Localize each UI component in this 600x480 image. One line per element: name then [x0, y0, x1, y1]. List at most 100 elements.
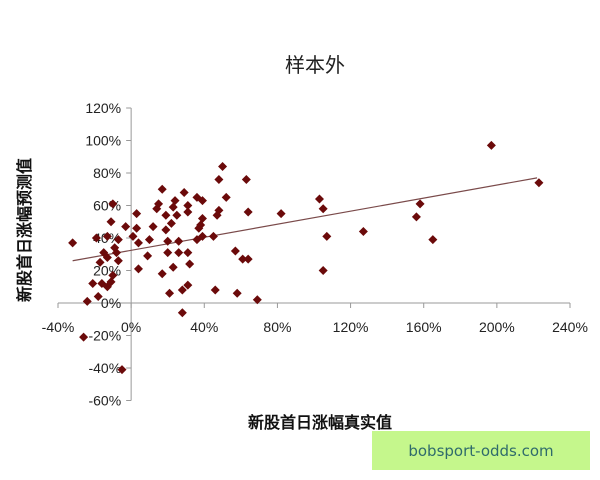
x-tick-label: 0% [121, 319, 141, 335]
data-point [168, 202, 178, 212]
data-point [133, 264, 143, 274]
data-point [177, 308, 187, 318]
data-point [133, 238, 143, 248]
data-point [415, 199, 425, 209]
data-point [79, 332, 89, 342]
data-point [132, 223, 142, 233]
data-point [252, 295, 262, 305]
x-axis-title: 新股首日涨幅真实值 [248, 413, 392, 432]
data-point [276, 209, 286, 219]
data-point [157, 184, 167, 194]
data-point [185, 259, 195, 269]
data-point [183, 280, 193, 290]
y-tick-label: 100% [85, 133, 121, 149]
data-point [163, 236, 173, 246]
data-point [132, 209, 142, 219]
data-point [148, 222, 158, 232]
watermark: bobsport-odds.com [372, 431, 590, 470]
data-point [157, 269, 167, 279]
data-point [486, 140, 496, 150]
data-point [218, 162, 228, 171]
data-point [154, 199, 164, 209]
y-tick-label: 20% [93, 263, 121, 279]
data-point [411, 212, 421, 222]
data-point [168, 262, 178, 272]
x-tick-label: 240% [552, 319, 588, 335]
y-tick-label: 80% [93, 165, 121, 181]
data-point [108, 199, 118, 209]
data-point [183, 207, 193, 217]
data-point [358, 227, 368, 236]
x-tick-label: 40% [190, 319, 218, 335]
trendline [72, 177, 538, 262]
y-tick-label: 120% [85, 100, 121, 116]
data-point [165, 288, 175, 298]
data-point [172, 210, 182, 220]
data-point [166, 218, 176, 228]
x-tick-label: 80% [263, 319, 291, 335]
data-point [112, 248, 122, 258]
y-tick-label: -40% [88, 360, 121, 376]
y-tick-label: 60% [93, 198, 121, 214]
data-point [318, 204, 328, 214]
data-point [143, 251, 153, 261]
y-axis-title: 新股首日涨幅预测值 [15, 158, 34, 302]
data-point [82, 296, 92, 306]
x-tick-label: 200% [479, 319, 515, 335]
data-point [243, 254, 253, 264]
x-tick-label: 120% [333, 319, 369, 335]
data-point [210, 285, 220, 295]
data-point [102, 231, 112, 241]
chart-title: 样本外 [285, 54, 345, 77]
data-point [113, 256, 123, 266]
data-point [170, 196, 180, 206]
data-point [534, 178, 544, 188]
data-point [177, 285, 187, 295]
data-point [314, 194, 324, 204]
data-point [108, 270, 118, 280]
data-point [232, 288, 242, 298]
data-point [197, 231, 207, 241]
data-point [144, 235, 154, 245]
data-point [106, 277, 116, 287]
data-point [238, 254, 248, 264]
data-point [106, 217, 116, 227]
data-point [241, 175, 251, 184]
data-point [163, 248, 173, 258]
data-point [214, 205, 224, 215]
data-point [95, 257, 105, 267]
data-point [183, 248, 193, 258]
x-tick-label: 160% [406, 319, 442, 335]
data-point [113, 235, 123, 245]
data-point [117, 365, 127, 375]
data-point [91, 233, 101, 243]
data-point [318, 266, 328, 275]
data-point [179, 188, 189, 197]
data-point [322, 231, 332, 241]
data-point [121, 222, 131, 232]
x-tick-label: -40% [42, 319, 75, 335]
data-point [196, 220, 206, 230]
data-point [128, 231, 138, 241]
data-point [102, 253, 112, 262]
data-point [93, 292, 103, 301]
data-point [243, 207, 253, 217]
data-point [174, 236, 184, 246]
y-tick-label: -60% [88, 393, 121, 409]
data-point [230, 246, 240, 256]
data-point [428, 235, 438, 245]
data-point [208, 231, 218, 241]
data-point [88, 279, 98, 288]
y-tick-label: -20% [88, 328, 121, 344]
data-point [68, 238, 78, 248]
data-point [174, 248, 184, 258]
data-point [161, 225, 171, 235]
y-tick-label: 0% [101, 295, 121, 311]
data-point [214, 175, 224, 184]
data-point [183, 201, 193, 210]
data-point [221, 192, 231, 202]
data-point [161, 210, 171, 220]
data-point [197, 196, 207, 206]
data-point [197, 214, 207, 223]
